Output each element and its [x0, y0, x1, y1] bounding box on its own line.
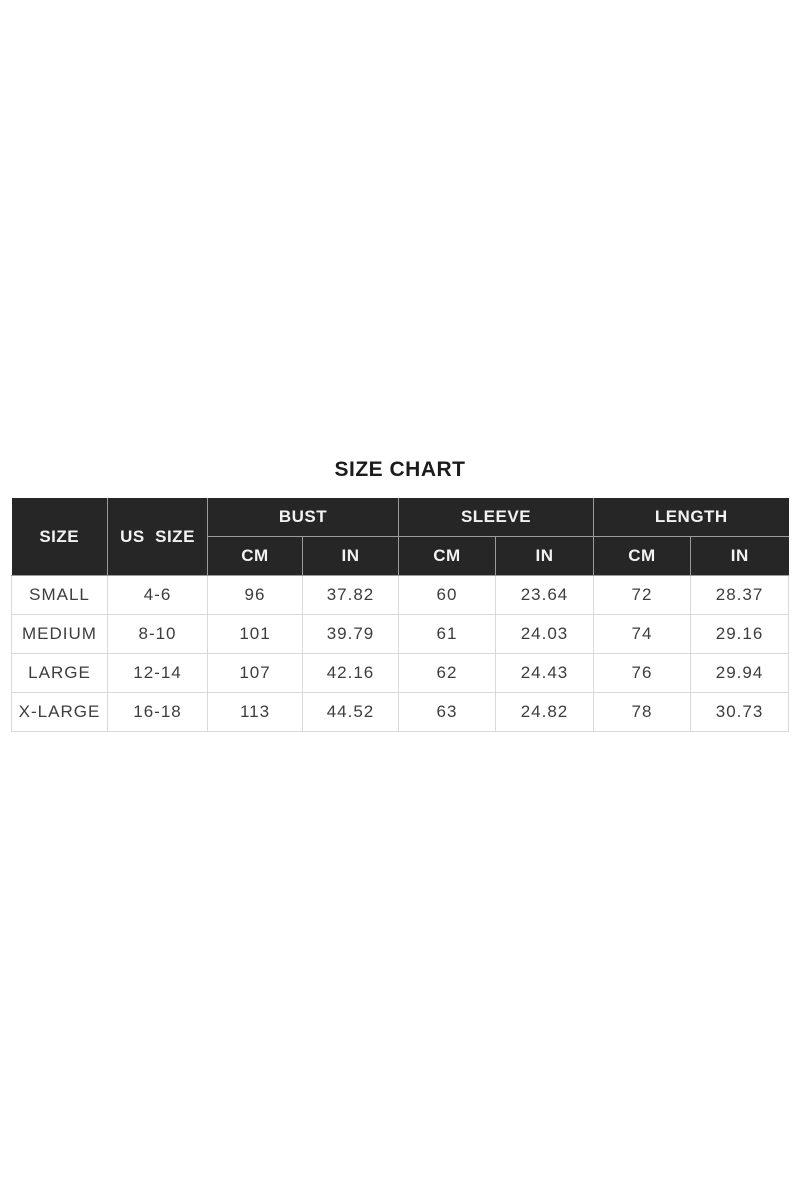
cell-sleeve-in: 23.64 [495, 575, 594, 615]
header-sleeve-cm: CM [398, 536, 496, 576]
header-row-groups: SIZE US SIZE BUST SLEEVE LENGTH [11, 498, 789, 576]
header-group-sleeve: SLEEVE [398, 498, 594, 537]
size-chart-table: SIZE US SIZE BUST SLEEVE LENGTH CM IN CM… [11, 498, 790, 732]
table-body: SMALL 4-6 96 37.82 60 23.64 72 28.37 MED… [11, 575, 790, 732]
page-title: SIZE CHART [334, 458, 466, 481]
cell-bust-in: 42.16 [302, 653, 399, 693]
cell-sleeve-in: 24.43 [495, 653, 594, 693]
cell-us-size: 4-6 [107, 575, 208, 615]
cell-us-size: 8-10 [107, 614, 208, 654]
cell-bust-in: 39.79 [302, 614, 399, 654]
cell-bust-in: 37.82 [302, 575, 399, 615]
cell-us-size: 12-14 [107, 653, 208, 693]
cell-sleeve-cm: 61 [398, 614, 496, 654]
cell-bust-cm: 113 [207, 692, 303, 732]
cell-sleeve-cm: 62 [398, 653, 496, 693]
header-group-length: LENGTH [592, 498, 789, 537]
table-header: SIZE US SIZE BUST SLEEVE LENGTH CM IN CM… [11, 498, 789, 576]
cell-sleeve-in: 24.03 [495, 614, 594, 654]
header-sleeve-in: IN [495, 536, 594, 576]
table-row: MEDIUM 8-10 101 39.79 61 24.03 74 29.16 [11, 614, 790, 654]
header-length-in: IN [689, 536, 789, 576]
cell-bust-cm: 96 [207, 575, 303, 615]
header-group-bust: BUST [207, 498, 399, 537]
header-us-size: US SIZE [107, 498, 208, 576]
cell-bust-in: 44.52 [302, 692, 399, 732]
table-row: SMALL 4-6 96 37.82 60 23.64 72 28.37 [11, 575, 790, 615]
cell-length-cm: 76 [593, 653, 691, 693]
cell-length-in: 30.73 [689, 692, 790, 732]
header-size: SIZE [11, 498, 108, 576]
cell-size: LARGE [11, 653, 108, 693]
cell-length-in: 29.94 [689, 653, 790, 693]
cell-bust-cm: 107 [207, 653, 303, 693]
header-bust-in: IN [302, 536, 399, 576]
cell-sleeve-in: 24.82 [495, 692, 594, 732]
table-row: LARGE 12-14 107 42.16 62 24.43 76 29.94 [11, 653, 790, 693]
cell-length-in: 29.16 [689, 614, 790, 654]
table-row: X-LARGE 16-18 113 44.52 63 24.82 78 30.7… [11, 692, 790, 732]
cell-size: SMALL [11, 575, 108, 615]
cell-size: X-LARGE [11, 692, 108, 732]
cell-sleeve-cm: 63 [398, 692, 496, 732]
cell-us-size: 16-18 [107, 692, 208, 732]
cell-length-cm: 72 [593, 575, 691, 615]
header-bust-cm: CM [207, 536, 303, 576]
header-length-cm: CM [593, 536, 691, 576]
cell-length-in: 28.37 [689, 575, 790, 615]
cell-bust-cm: 101 [207, 614, 303, 654]
cell-sleeve-cm: 60 [398, 575, 496, 615]
cell-length-cm: 74 [593, 614, 691, 654]
cell-length-cm: 78 [593, 692, 691, 732]
cell-size: MEDIUM [11, 614, 108, 654]
